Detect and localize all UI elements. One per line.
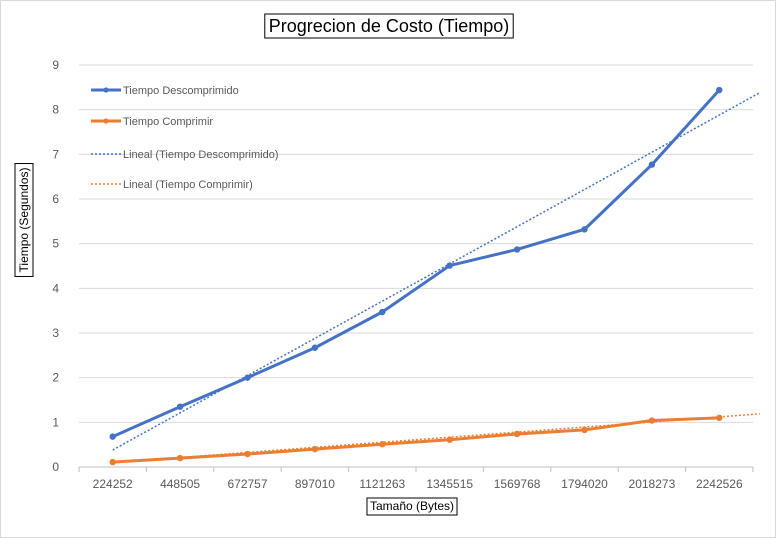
x-tick-label: 448505 [160,477,200,491]
data-point [716,414,723,422]
data-point [379,308,386,316]
data-point [109,433,116,440]
data-point [244,374,251,381]
x-tick-label: 1345515 [426,477,473,491]
x-tick-label: 1569768 [494,477,541,491]
data-point [648,417,656,424]
x-tick-label: 224252 [93,477,133,491]
chart-title: Progrecion de Costo (Tiempo) [269,16,509,36]
data-point [244,450,251,458]
y-tick-label: 0 [52,460,59,474]
y-tick-label: 9 [52,58,59,72]
y-tick-label: 8 [52,103,59,117]
x-axis-label: Tamaño (Bytes) [370,499,454,513]
data-point [648,161,656,168]
data-point [513,246,521,253]
legend: Tiempo Descomprimido Tiempo Comprimir Line… [91,85,278,191]
legend-marker [103,87,109,93]
y-tick-label: 3 [52,326,59,340]
data-point [379,441,386,448]
legend-label: Tiempo Comprimir [123,116,213,128]
x-tick-label: 1794020 [561,477,608,491]
series-line-1 [111,88,721,439]
legend-label: Lineal (Tiempo Descomprimido) [123,149,278,161]
y-tick-label: 4 [52,281,59,295]
x-tick-label: 897010 [295,477,335,491]
data-point [311,344,319,351]
y-tick-label: 7 [52,147,59,161]
legend-marker [103,118,109,124]
x-tick-label: 1121263 [359,477,405,491]
data-point [311,445,319,453]
y-tick-label: 6 [52,192,59,206]
y-axis-label-box [14,163,34,277]
chart-title-box [264,13,514,39]
y-axis-label: Tiempo (Segundos) [17,168,31,273]
data-point [513,430,521,438]
data-point [109,458,116,466]
data-point [581,426,588,434]
data-point [176,454,184,462]
series-line-2 [111,416,721,464]
legend-label: Lineal (Tiempo Comprimir) [123,179,253,191]
y-tick-label: 2 [52,371,59,385]
data-point [581,226,588,233]
data-point [176,403,184,410]
data-point [446,436,453,443]
x-tick-label: 672757 [227,477,267,491]
y-tick-label: 5 [52,237,59,251]
x-axis-label-box [366,497,458,516]
y-tick-label: 1 [52,415,59,429]
x-tick-label: 2242526 [696,477,743,491]
data-point [446,262,453,269]
legend-label: Tiempo Descomprimido [123,85,239,97]
data-point [716,86,723,94]
x-tick-label: 2018273 [629,477,676,491]
axis-ticks: 0 1 2 3 4 5 6 7 8 9 224252 448505 672757 897010 112126… [52,58,743,491]
trendline-1 [112,92,761,451]
series-lines [109,86,723,466]
